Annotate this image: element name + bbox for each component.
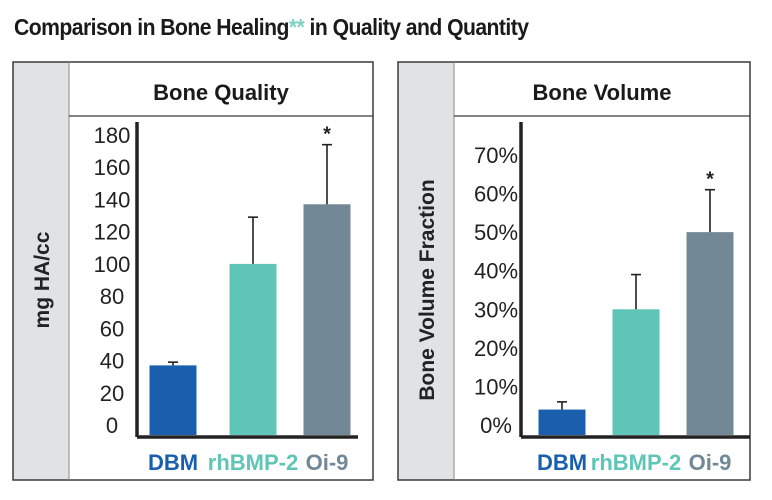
chart1-ytick-label: 120	[94, 220, 131, 245]
chart1-bar-DBM	[149, 365, 197, 435]
chart2-title: Bone Volume	[533, 80, 672, 105]
chart2-ytick-label: 0%	[480, 413, 512, 438]
chart1-ytick-label: 140	[94, 187, 131, 212]
chart1-significance-Oi-9: *	[323, 124, 331, 146]
chart1-frame	[12, 61, 374, 481]
chart1-ytick-label: 40	[100, 349, 124, 374]
chart1-ytick-label: 100	[94, 252, 131, 277]
chart2-ytick-label: 40%	[474, 259, 518, 284]
figure-title-asterisks: **	[288, 14, 305, 40]
chart2-category-label-DBM: DBM	[537, 450, 587, 475]
chart1-category-label-rhBMP-2: rhBMP-2	[208, 450, 298, 475]
chart1-category-label-Oi-9: Oi-9	[306, 450, 349, 475]
chart2-ylabel-strip	[398, 62, 454, 480]
chart2-bar-rhBMP-2	[612, 309, 660, 435]
chart2-ytick-label: 60%	[474, 182, 518, 207]
chart1-ytick-label: 80	[100, 284, 124, 309]
chart1-ylabel-strip	[13, 62, 69, 480]
chart1-ytick-label: 160	[94, 155, 131, 180]
figure-title: Comparison in Bone Healing** in Quality …	[14, 14, 529, 41]
chart2-ytick-label: 70%	[474, 143, 518, 168]
chart2-ytick-label: 10%	[474, 374, 518, 399]
chart1-bar-rhBMP-2	[229, 263, 277, 435]
chart2-ytick-label: 50%	[474, 220, 518, 245]
chart1-ytick-label: 180	[94, 123, 131, 148]
chart2-ytick-label: 20%	[474, 336, 518, 361]
chart1-category-label-DBM: DBM	[148, 450, 198, 475]
chart2-significance-Oi-9: *	[706, 169, 714, 191]
chart1-ytick-label: 0	[106, 413, 118, 438]
chart1-ylabel: mg HA/cc	[31, 231, 54, 328]
chart2-bar-DBM	[538, 409, 586, 435]
figure-title-suffix: in Quality and Quantity	[304, 14, 529, 40]
chart1-title: Bone Quality	[153, 80, 289, 105]
chart2-category-label-rhBMP-2: rhBMP-2	[591, 450, 681, 475]
chart1-bar-Oi-9	[303, 204, 351, 435]
figure-title-main: Comparison in Bone Healing	[14, 14, 289, 40]
chart2-category-label-Oi-9: Oi-9	[689, 450, 732, 475]
chart2-frame	[397, 61, 751, 481]
chart2-bar-Oi-9	[686, 232, 734, 435]
chart1-ytick-label: 60	[100, 316, 124, 341]
chart2-ylabel: Bone Volume Fraction	[416, 179, 439, 400]
chart1-ytick-label: 20	[100, 381, 124, 406]
chart2-ytick-label: 30%	[474, 297, 518, 322]
